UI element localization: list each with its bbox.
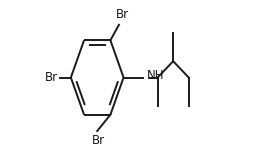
Text: Br: Br bbox=[45, 71, 58, 84]
Text: NH: NH bbox=[147, 69, 164, 82]
Text: Br: Br bbox=[116, 8, 128, 21]
Text: Br: Br bbox=[92, 134, 105, 147]
